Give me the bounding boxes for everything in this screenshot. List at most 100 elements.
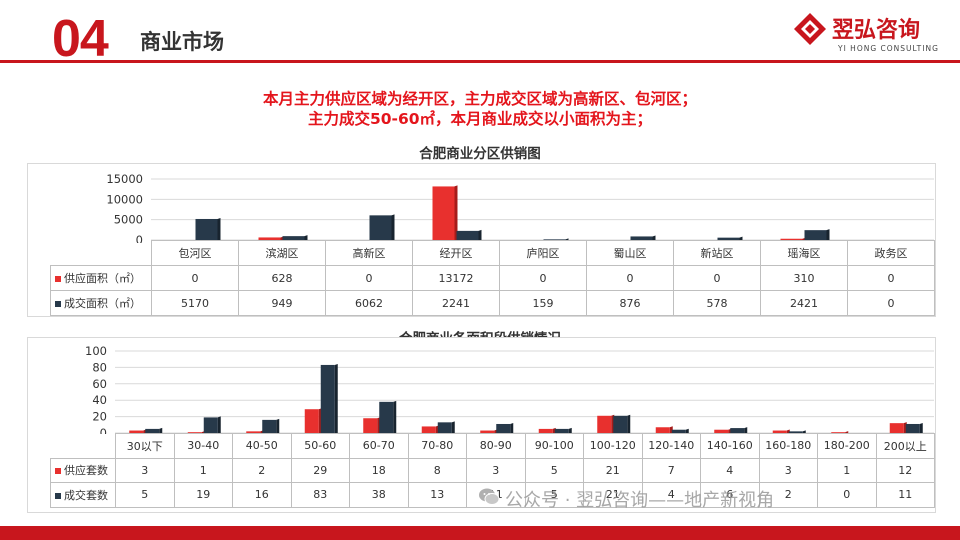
series-legend: 供应套数 [50,457,116,483]
data-value: 159 [499,290,587,316]
data-value: 1 [817,457,877,483]
data-value: 5170 [151,290,239,316]
category-label: 90-100 [524,433,584,459]
bar-side [565,238,569,240]
data-value: 310 [760,265,848,291]
data-value: 7 [641,457,701,483]
bar-side [304,235,308,240]
supply-bar [432,186,455,240]
deal-bar [145,428,160,433]
y-tick-label: 15000 [106,172,143,186]
deal-bar [613,415,628,433]
headline-line-1: 本月主力供应区域为经开区，主力成交区域为高新区、包河区； [262,90,697,108]
data-value: 628 [238,265,326,291]
supply-bar [480,430,495,433]
deal-bar [320,364,335,433]
data-value: 6 [700,482,760,508]
data-value: 4 [700,457,760,483]
company-logo-name: 翌弘咨询 [832,18,921,43]
bar-side [652,235,656,240]
table-row: 供应套数 3 1 2 29 18 8 3 5 21 7 4 3 1 12 [50,457,935,483]
table-header-row: 30以下 30-40 40-50 50-60 60-70 70-80 80-90 90-100… [50,433,935,459]
supply-bar [538,428,553,433]
y-tick-label: 80 [92,360,107,374]
supply-bar [889,423,904,433]
supply-bar [831,432,846,433]
chart-1-plot: 15000 10000 5000 0 [106,172,934,243]
data-value: 2 [758,482,818,508]
bar-side [276,418,280,433]
bar-side [478,229,482,240]
bar-side [159,427,163,433]
series-name: 成交套数 [64,488,108,502]
category-label: 50-60 [290,433,350,459]
data-value: 21 [583,482,643,508]
chart-2-plot: 100 80 60 40 20 0 [85,344,934,434]
data-value: 0 [847,290,935,316]
deal-bar [369,215,392,240]
watermark-text: 公众号 · 翌弘咨询——地产新视角 [505,490,775,511]
company-logo-icon [794,13,826,45]
data-value: 2241 [412,290,500,316]
table-row: 供应面积（㎡） 0 628 0 13172 0 0 0 310 0 [50,265,935,291]
data-value: 6062 [325,290,413,316]
category-label: 60-70 [349,433,409,459]
supply-bar [772,430,787,433]
legend-swatch [55,468,61,475]
data-value: 38 [349,482,409,508]
data-value: 5 [524,482,584,508]
bar-side [393,400,397,433]
category-label: 包河区 [151,240,239,266]
legend-swatch [55,492,61,499]
data-value: 13 [407,482,467,508]
data-value: 3 [115,457,175,483]
headline-line-2: 主力成交50-60㎡，本月商业成交以小面积为主； [307,110,653,128]
data-value: 13172 [412,265,500,291]
bar-side [391,214,395,240]
wechat-icon [479,488,500,505]
category-label: 200以上 [875,433,935,459]
deal-bar [630,236,653,240]
chart-1-data-table: 包河区 滨湖区 高新区 经开区 庐阳区 蜀山区 新站区 瑶海区 政务区 供应面积（㎡） 0 628 0 1… [50,240,935,316]
supply-bar [655,427,670,433]
category-label: 30以下 [115,433,175,459]
supply-bar [187,432,202,433]
header-divider [0,60,960,63]
data-value: 29 [290,457,350,483]
bar-side [739,236,743,240]
category-label: 蜀山区 [586,240,674,266]
data-value: 578 [673,290,761,316]
data-value: 876 [586,290,674,316]
series-legend: 成交面积（㎡） [50,290,152,316]
company-logo-english: YI HONG CONSULTING [838,44,939,53]
chart-2-data-table: 30以下 30-40 40-50 50-60 60-70 70-80 80-90 90-100… [50,433,935,508]
category-label: 70-80 [407,433,467,459]
data-value: 5 [115,482,175,508]
bar-side [627,414,631,433]
y-tick-label: 0 [136,233,143,243]
category-label: 滨湖区 [238,240,326,266]
y-tick-label: 20 [92,410,107,424]
category-label: 140-160 [700,433,760,459]
legend-swatch [55,276,61,282]
section-title: 商业市场 [140,30,224,54]
deal-bar [717,237,740,240]
y-tick-label: 5000 [114,213,143,227]
deal-bar [195,218,218,240]
category-label: 庐阳区 [499,240,587,266]
data-value: 1 [173,457,233,483]
series-legend: 供应面积（㎡） [50,265,152,291]
section-number: 04 [52,10,109,68]
bar-side [802,430,806,433]
deal-bar [804,230,827,240]
supply-bar [258,237,281,240]
series-name: 供应面积（㎡） [64,272,141,285]
category-label: 100-120 [583,433,643,459]
data-value: 2 [232,457,292,483]
bar-side [334,363,338,433]
supply-bar [421,426,436,433]
data-value: 0 [673,265,761,291]
y-tick-label: 40 [92,393,107,407]
data-value: 0 [847,265,935,291]
category-label: 瑶海区 [760,240,848,266]
